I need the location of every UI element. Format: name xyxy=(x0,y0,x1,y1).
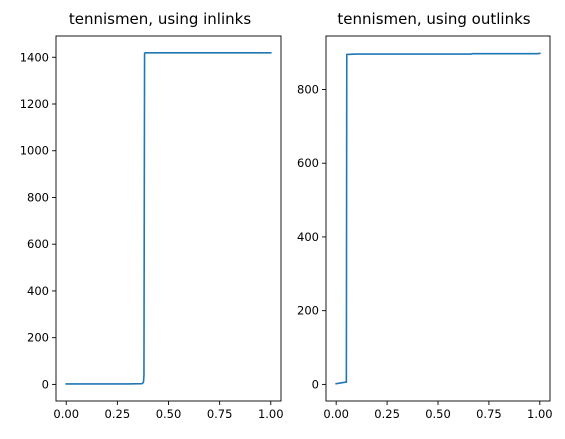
right-xtick-label-3: 0.75 xyxy=(476,407,502,421)
left-ytick-label-1: 200 xyxy=(27,331,49,345)
left-ytick-label-5: 1000 xyxy=(20,144,49,158)
left-ytick-label-3: 600 xyxy=(27,237,49,251)
left-ytick-label-6: 1200 xyxy=(20,97,49,111)
left-xtick-label-3: 0.75 xyxy=(207,407,233,421)
right-xtick-label-1: 0.25 xyxy=(374,407,400,421)
left-xtick-label-4: 1.00 xyxy=(258,407,284,421)
left-ytick-label-7: 1400 xyxy=(20,50,49,64)
left-series-line-0 xyxy=(65,52,272,385)
left-subplot: tennismen, using inlinks 0.00 0.25 0.50 0.7… xyxy=(20,10,284,421)
left-ytick-label-2: 400 xyxy=(27,284,49,298)
left-ytick-label-4: 800 xyxy=(27,190,49,204)
right-subplot-title: tennismen, using outlinks xyxy=(337,10,530,28)
left-ytick-label-0: 0 xyxy=(42,377,49,391)
right-xtick-label-4: 1.00 xyxy=(527,407,553,421)
right-xtick-label-0: 0.00 xyxy=(323,407,349,421)
left-xtick-label-1: 0.25 xyxy=(105,407,131,421)
right-series-line-0 xyxy=(335,52,541,385)
right-ytick-label-2: 400 xyxy=(297,230,319,244)
left-xtick-label-2: 0.50 xyxy=(156,407,182,421)
right-ytick-label-4: 800 xyxy=(297,82,319,96)
right-ytick-label-0: 0 xyxy=(312,377,319,391)
right-ytick-label-3: 600 xyxy=(297,156,319,170)
right-xtick-label-2: 0.50 xyxy=(425,407,451,421)
left-xtick-label-0: 0.00 xyxy=(53,407,79,421)
left-subplot-title: tennismen, using inlinks xyxy=(69,10,251,28)
right-ytick-label-1: 200 xyxy=(297,304,319,318)
right-subplot: tennismen, using outlinks 0.00 0.25 0.50 0.… xyxy=(297,10,553,421)
